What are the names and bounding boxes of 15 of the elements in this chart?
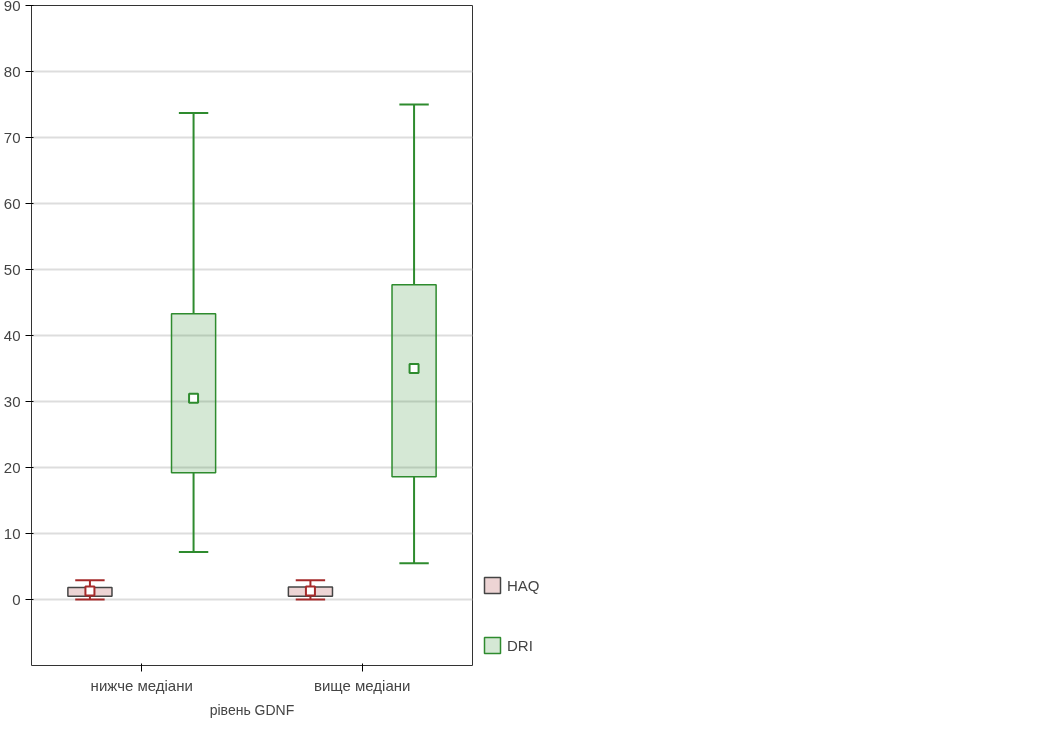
x-axis-title: рівень GDNF [209,701,295,718]
y-tick-label: 30 [3,392,21,410]
x-tick-label: нижче медіани [90,676,193,694]
y-tick-label: 90 [3,0,21,14]
legend-label: HAQ [507,576,540,594]
y-tick-label: 10 [3,524,21,542]
y-tick-label: 20 [3,458,21,476]
legend-label: DRI [507,636,533,654]
y-tick-label: 80 [3,62,21,80]
y-tick-label: 60 [3,194,21,212]
y-tick-label: 40 [3,326,21,344]
y-tick-label: 70 [3,128,21,146]
y-tick-label: 50 [3,260,21,278]
x-tick-label: вище медіани [314,676,411,694]
y-tick-label: 0 [12,590,21,608]
